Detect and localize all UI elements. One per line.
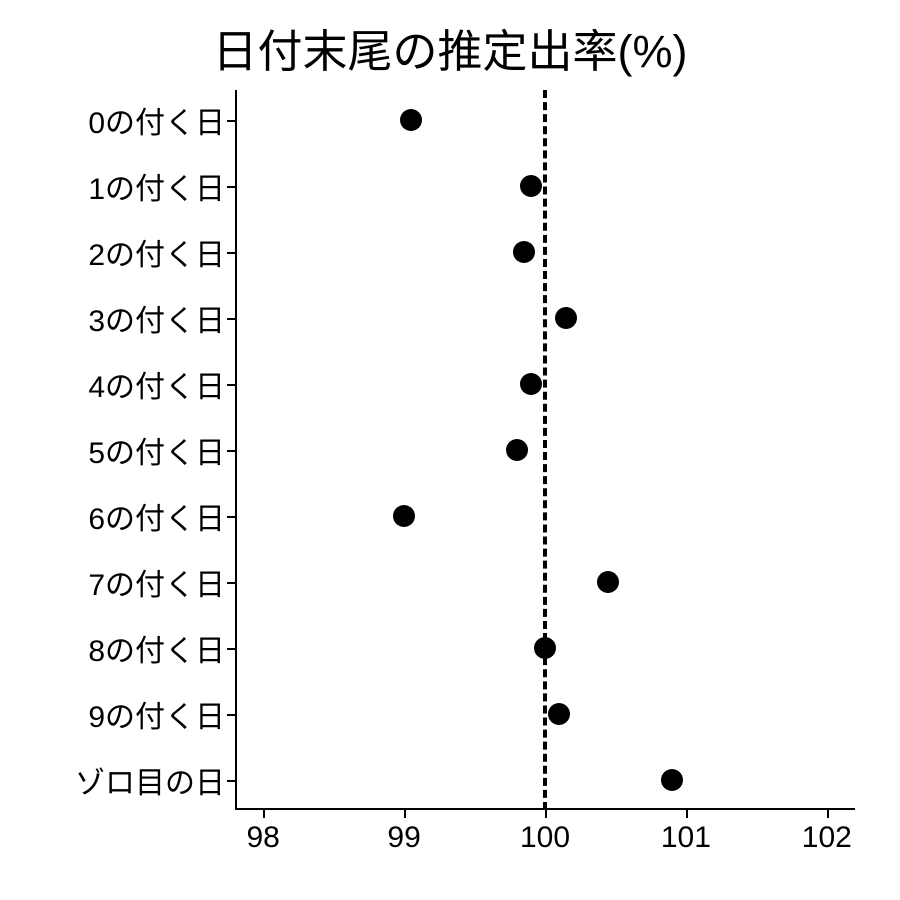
data-point <box>534 637 556 659</box>
y-tick-label: 7の付く日 <box>88 560 225 604</box>
data-point <box>548 703 570 725</box>
y-tick <box>227 450 235 452</box>
reference-line <box>543 90 547 810</box>
x-tick <box>686 810 688 818</box>
y-tick <box>227 648 235 650</box>
data-point <box>597 571 619 593</box>
data-point <box>393 505 415 527</box>
y-tick <box>227 252 235 254</box>
data-point <box>520 373 542 395</box>
x-tick-label: 98 <box>246 821 279 855</box>
x-tick <box>545 810 547 818</box>
y-tick-label: ゾロ目の日 <box>75 758 225 802</box>
y-tick <box>227 582 235 584</box>
y-tick-label: 4の付く日 <box>88 362 225 406</box>
x-tick-label: 100 <box>520 821 570 855</box>
y-axis-labels: 0の付く日 1の付く日 2の付く日 3の付く日 4の付く日 5の付く日 6の付く日 7の付く日… <box>0 90 225 810</box>
chart-container: 日付末尾の推定出率(%) 0の付く日 1の付く日 2の付く日 3の付く日 4の付く日 5の… <box>0 0 900 900</box>
y-tick-label: 1の付く日 <box>88 164 225 208</box>
y-tick-label: 5の付く日 <box>88 428 225 472</box>
chart-title: 日付末尾の推定出率(%) <box>0 15 900 80</box>
y-tick-label: 9の付く日 <box>88 692 225 736</box>
data-point <box>555 307 577 329</box>
y-tick-label: 8の付く日 <box>88 626 225 670</box>
x-tick-label: 102 <box>802 821 852 855</box>
data-point <box>520 175 542 197</box>
x-tick <box>404 810 406 818</box>
y-axis-line <box>235 90 237 810</box>
y-tick <box>227 384 235 386</box>
y-tick-label: 6の付く日 <box>88 494 225 538</box>
y-tick-label: 0の付く日 <box>88 98 225 142</box>
y-tick <box>227 516 235 518</box>
x-tick-label: 99 <box>387 821 420 855</box>
plot-area: 9899100101102 <box>235 90 855 810</box>
y-tick <box>227 780 235 782</box>
y-tick <box>227 714 235 716</box>
x-tick <box>827 810 829 818</box>
y-tick <box>227 318 235 320</box>
y-tick-label: 3の付く日 <box>88 296 225 340</box>
data-point <box>506 439 528 461</box>
y-tick <box>227 120 235 122</box>
data-point <box>513 241 535 263</box>
y-tick <box>227 186 235 188</box>
data-point <box>400 109 422 131</box>
y-tick-label: 2の付く日 <box>88 230 225 274</box>
x-tick-label: 101 <box>661 821 711 855</box>
data-point <box>661 769 683 791</box>
x-tick <box>263 810 265 818</box>
